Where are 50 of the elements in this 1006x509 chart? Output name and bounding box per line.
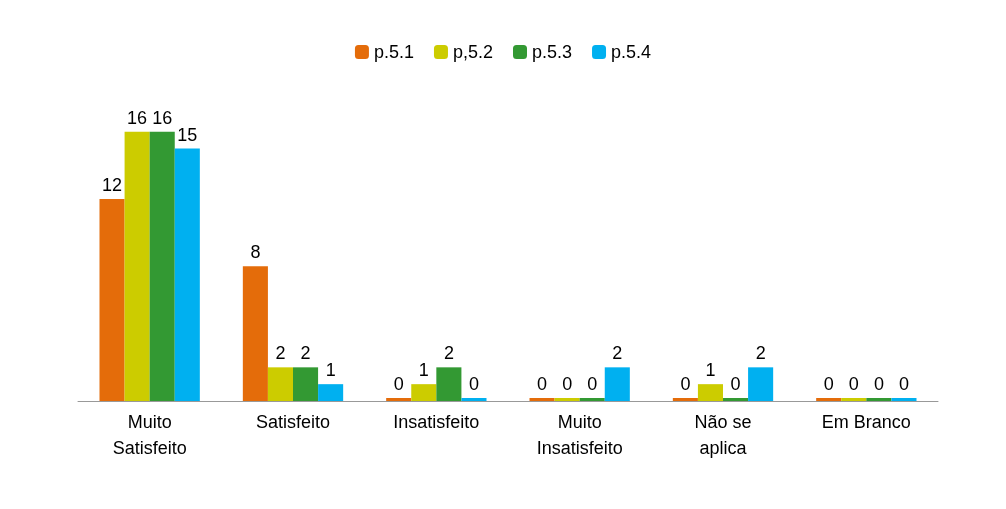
data-label: 16	[152, 107, 173, 128]
data-label: 0	[393, 374, 404, 394]
data-label: 1	[325, 360, 336, 381]
x-tick-label: Satisfeito	[255, 412, 331, 432]
bar	[149, 131, 175, 401]
legend-label: p.5.4	[611, 42, 652, 62]
data-label: 1	[705, 360, 716, 381]
bar	[174, 148, 200, 401]
x-tick-label: Não se aplica	[694, 412, 752, 458]
x-tick-label: Insatisfeito	[393, 412, 480, 432]
data-label: 0	[468, 374, 479, 394]
bar	[866, 398, 892, 401]
bar	[579, 398, 605, 401]
data-label: 0	[730, 374, 741, 394]
data-label: 0	[898, 374, 909, 394]
bar	[554, 398, 580, 401]
data-label: 2	[275, 343, 286, 364]
bar	[529, 398, 555, 401]
data-label: 0	[823, 374, 834, 394]
bar	[891, 398, 917, 401]
data-label: 8	[250, 242, 261, 263]
data-label: 1	[418, 360, 429, 381]
data-label: 2	[300, 343, 311, 364]
bar	[242, 266, 268, 401]
data-label: 0	[848, 374, 859, 394]
data-label: 0	[587, 374, 598, 394]
data-label: 0	[537, 374, 548, 394]
data-label: 0	[680, 374, 691, 394]
bar	[723, 398, 749, 401]
bar	[99, 199, 125, 401]
bar	[816, 398, 842, 401]
bar	[124, 131, 150, 401]
x-tick-label: Muito Insatisfeito	[536, 412, 623, 458]
data-label: 2	[612, 343, 623, 364]
data-label: 12	[102, 175, 123, 195]
data-label: 16	[127, 107, 148, 128]
x-tick-label: Muito Satisfeito	[112, 412, 187, 458]
x-tick-label: Em Branco	[821, 412, 911, 432]
legend-label: p.5.1	[373, 42, 414, 62]
data-label: 15	[177, 124, 198, 145]
bar	[461, 398, 487, 401]
data-label: 0	[562, 374, 573, 394]
bar	[841, 398, 867, 401]
data-label: 2	[443, 343, 454, 364]
legend-label: p,5.2	[452, 42, 494, 62]
data-label: 2	[755, 343, 766, 364]
bar	[672, 398, 698, 401]
data-label: 0	[873, 374, 884, 394]
bar	[386, 398, 412, 401]
legend-label: p.5.3	[532, 42, 573, 62]
